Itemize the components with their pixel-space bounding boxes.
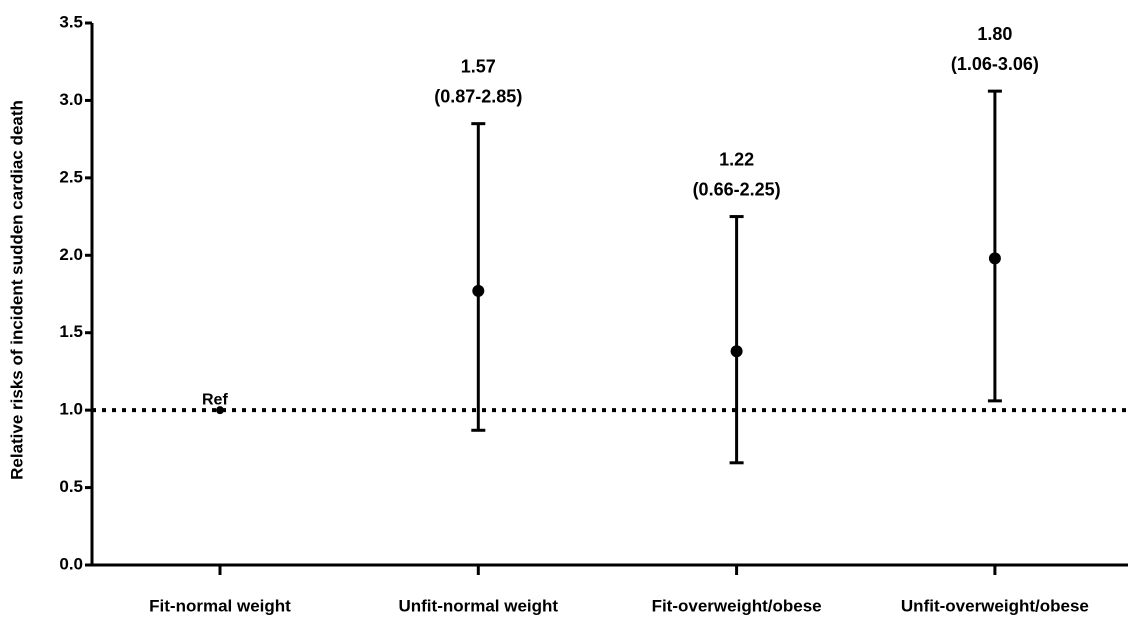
annotation: 1.80	[977, 24, 1012, 44]
y-tick-label: 0.0	[59, 554, 83, 573]
annotation: (0.66-2.25)	[693, 179, 781, 199]
annotation: (1.06-3.06)	[951, 54, 1039, 74]
point	[472, 284, 485, 297]
point	[730, 345, 743, 358]
point	[988, 252, 1001, 265]
y-tick-label: 2.0	[59, 245, 83, 264]
y-axis-title: Relative risks of incident sudden cardia…	[7, 100, 26, 480]
y-tick-label: 0.5	[59, 477, 83, 496]
y-tick-label: 3.0	[59, 90, 83, 109]
annotation: Ref	[202, 391, 228, 408]
x-tick-label: Unfit-overweight/obese	[901, 596, 1089, 615]
annotation: 1.22	[719, 149, 754, 169]
annotation: (0.87-2.85)	[434, 86, 522, 106]
y-tick-label: 1.5	[59, 322, 83, 341]
x-tick-label: Unfit-normal weight	[398, 596, 558, 615]
y-tick-label: 1.0	[59, 400, 83, 419]
y-tick-label: 3.5	[59, 12, 83, 31]
point	[216, 406, 224, 415]
x-tick-label: Fit-normal weight	[149, 596, 291, 615]
x-tick-label: Fit-overweight/obese	[652, 596, 822, 615]
y-tick-label: 2.5	[59, 167, 83, 186]
annotation: 1.57	[461, 56, 496, 76]
